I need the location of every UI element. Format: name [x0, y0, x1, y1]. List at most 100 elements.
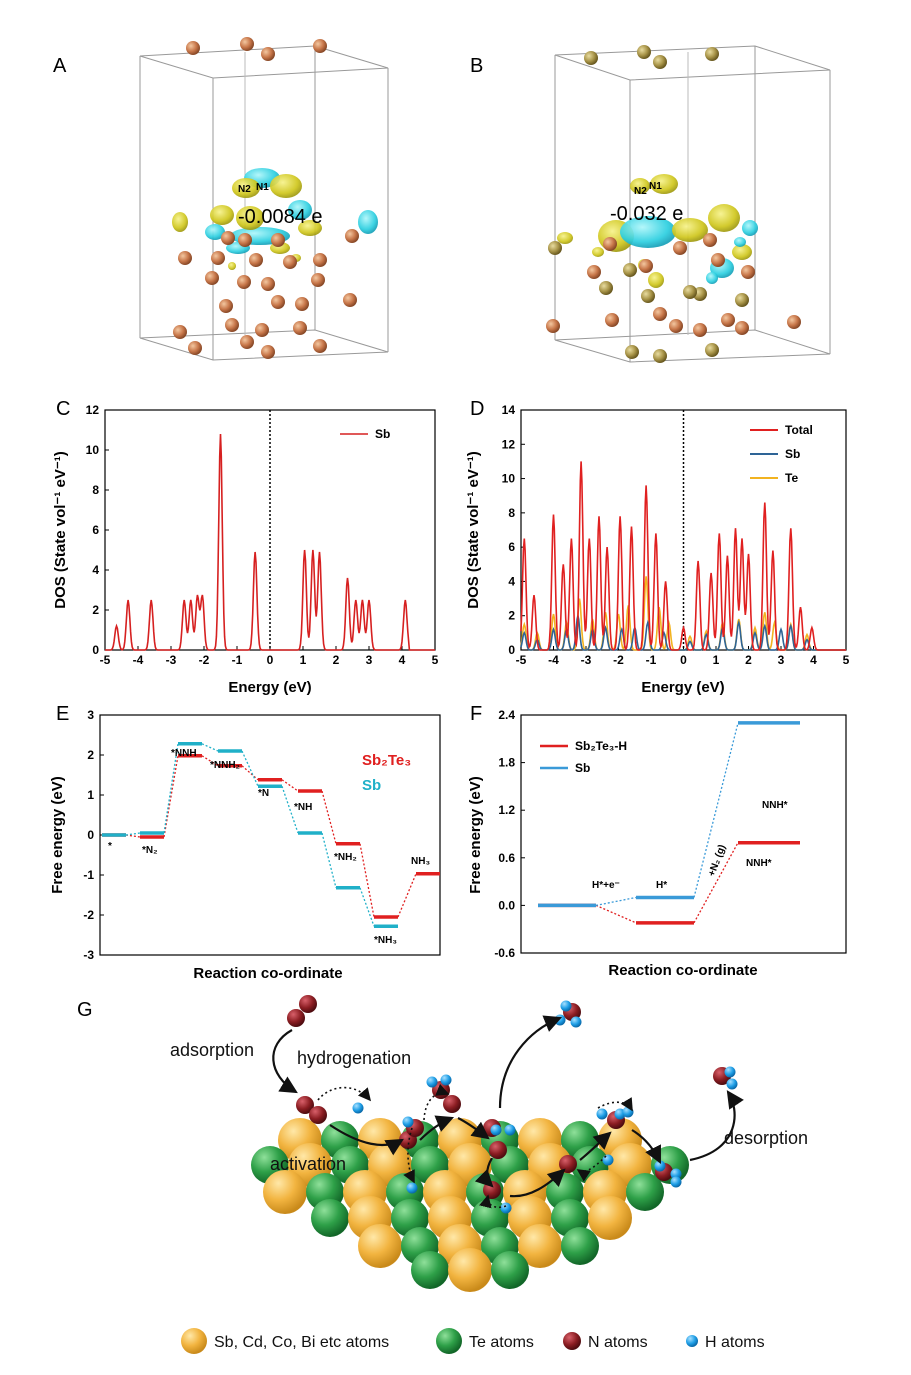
atom-sb-b-5 [711, 253, 725, 267]
chart-f-connector-sb-2 [693, 722, 739, 898]
scheme-h-atom-1 [402, 1116, 414, 1128]
legend-label-sb-e: Sb [362, 777, 381, 794]
charge-blob-b-8 [592, 247, 604, 257]
chart-e-annotation-3: *NNH₂ [210, 760, 240, 771]
scheme-n-atom-7 [443, 1095, 461, 1113]
key-label-h: H atoms [705, 1334, 765, 1351]
atom-label-n2-a: N2 [238, 184, 251, 195]
y-axis-label-f: Free energy (eV) [467, 776, 484, 894]
scheme-n-atom-10 [483, 1181, 501, 1199]
charge-blob-a-12 [358, 210, 378, 234]
atom-sb-b-12 [735, 321, 749, 335]
x-axis-label-c: Energy (eV) [228, 679, 311, 696]
legend-label-sb-d: Sb [785, 447, 800, 461]
arrow-hydro-4 [579, 1131, 612, 1161]
chart-c-xtick-label-1: -4 [133, 653, 144, 667]
chart-f-annotation-2: +N₂ (g) [706, 843, 728, 878]
scheme-n-atom-1 [299, 995, 317, 1013]
x-axis-label-e: Reaction co-ordinate [193, 965, 342, 982]
chart-d-xtick-label-10: 5 [843, 653, 850, 667]
atom-te-b-11 [625, 345, 639, 359]
arrow-activation-1 [329, 1124, 404, 1156]
atom-label-n2-b: N2 [634, 186, 647, 197]
chart-e-connector-sb-1 [125, 832, 141, 836]
atom-cu-a-18 [271, 295, 285, 309]
plot-frame-f [520, 714, 847, 954]
chart-d-xtick-label-0: -5 [516, 653, 527, 667]
slab-atom-43 [561, 1227, 599, 1265]
key-label-te: Te atoms [469, 1334, 534, 1351]
scheme-h-atom-18 [724, 1066, 736, 1078]
y-axis-label-c: DOS (State vol⁻¹ eV⁻¹) [52, 451, 69, 609]
chart-e-connector-sb-te--6 [321, 790, 337, 844]
atom-sb-b-1 [673, 241, 687, 255]
chart-e-annotation-2: *NNH [171, 748, 197, 759]
chart-e-ytick-label-0: -3 [83, 948, 94, 962]
legend-label-sb2te3h-f: Sb₂Te₃-H [575, 739, 627, 753]
slab-atom-45 [448, 1248, 492, 1292]
chart-e-connector-sb-3 [201, 743, 219, 752]
atom-label-n1-b: N1 [649, 181, 662, 192]
charge-blob-a-8 [298, 220, 322, 236]
scheme-h-atom-6 [504, 1124, 516, 1136]
chart-e-connector-sb-te--8 [397, 873, 417, 918]
atom-cu-a-1 [240, 37, 254, 51]
atom-te-b-7 [735, 293, 749, 307]
arrow-hydro-2 [474, 1157, 494, 1188]
charge-blob-a-5 [288, 200, 312, 220]
scheme-n-atom-0 [287, 1009, 305, 1027]
chart-e-ytick-label-4: 1 [87, 788, 94, 802]
scheme-h-atom-0 [352, 1102, 364, 1114]
chart-f-annotation-4: NNH* [746, 858, 772, 869]
atom-cu-a-13 [205, 271, 219, 285]
chart-c-ytick-label-5: 10 [86, 443, 100, 457]
atom-sb-b-6 [741, 265, 755, 279]
chart-e-connector-sb-5 [281, 785, 299, 834]
scheme-h-atom-19 [726, 1078, 738, 1090]
atom-te-b-1 [637, 45, 651, 59]
atom-cu-a-21 [173, 325, 187, 339]
slab-atom-38 [358, 1224, 402, 1268]
chart-c-xtick-label-10: 5 [432, 653, 439, 667]
chart-d-xtick-label-9: 4 [810, 653, 817, 667]
atom-cu-a-27 [261, 345, 275, 359]
chart-e-connector-sb-4 [241, 750, 259, 787]
chart-c-xtick-label-3: -2 [199, 653, 210, 667]
atom-cu-a-2 [261, 47, 275, 61]
scheme-h-atom-15 [654, 1160, 666, 1172]
legend-key: Sb, Cd, Co, Bi etc atoms Te atoms N atom… [181, 1328, 765, 1354]
legend-label-sb2te3-e: Sb₂Te₃ [362, 752, 411, 769]
panel-label-c: C [56, 398, 70, 420]
chart-f-ytick-label-4: 1.8 [498, 756, 515, 770]
charge-blob-a-1 [270, 174, 302, 198]
chart-f-ytick-label-1: 0.0 [498, 898, 515, 912]
atom-cu-a-17 [219, 299, 233, 313]
chart-e-ytick-label-6: 3 [87, 708, 94, 722]
chart-d-series-total [520, 461, 846, 651]
chart-e-annotation-8: NH₃ [411, 856, 430, 867]
key-gold-atom-icon [181, 1328, 207, 1354]
atom-cu-a-23 [255, 323, 269, 337]
key-h-atom-icon [686, 1335, 698, 1347]
key-label-metal: Sb, Cd, Co, Bi etc atoms [214, 1334, 389, 1351]
chart-d-xtick-label-1: -4 [548, 653, 559, 667]
atom-cu-a-20 [343, 293, 357, 307]
atom-sb-b-4 [639, 259, 653, 273]
charge-blob-a-3 [210, 205, 234, 225]
chart-d-ytick-label-0: 0 [508, 643, 515, 657]
scheme-n-atom-11 [559, 1155, 577, 1173]
charge-blob-a-2 [232, 178, 260, 198]
key-green-atom-icon [436, 1328, 462, 1354]
arrow-hydro-3 [509, 1168, 566, 1198]
atom-cu-a-25 [188, 341, 202, 355]
atom-cu-a-0 [186, 41, 200, 55]
scheme-n-atom-9 [489, 1141, 507, 1159]
charge-blob-a-7 [236, 206, 264, 230]
charge-blob-b-1 [650, 174, 678, 194]
scheme-h-atom-17 [670, 1176, 682, 1188]
chart-e-ytick-label-3: 0 [87, 828, 94, 842]
chart-e-connector-sb-te--2 [163, 755, 179, 838]
slab-atom-37 [588, 1196, 632, 1240]
atom-sb-b-7 [605, 313, 619, 327]
